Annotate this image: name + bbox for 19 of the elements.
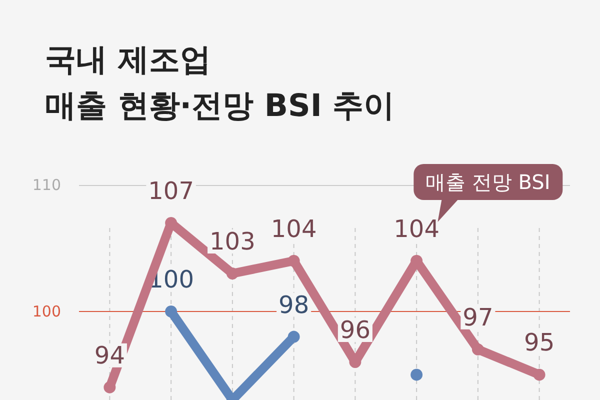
point: [288, 254, 300, 267]
y-tick-label: 110: [32, 176, 61, 194]
data-label: 94: [94, 341, 125, 370]
data-label: 96: [340, 316, 370, 344]
point: [226, 268, 238, 280]
point: [165, 305, 178, 318]
data-label: 95: [524, 328, 555, 357]
point: [288, 330, 300, 343]
data-label: 97: [462, 303, 494, 332]
point: [410, 368, 423, 381]
data-label: 104: [394, 214, 440, 243]
data-label: 104: [270, 214, 317, 243]
point: [104, 381, 116, 394]
point: [472, 343, 484, 356]
data-label: 107: [148, 176, 194, 205]
point: [533, 368, 546, 381]
data-label: 98: [278, 290, 310, 319]
data-label: 103: [210, 228, 256, 256]
chart-title: 국내 제조업 매출 현황·전망 BSI 추이: [45, 42, 395, 124]
